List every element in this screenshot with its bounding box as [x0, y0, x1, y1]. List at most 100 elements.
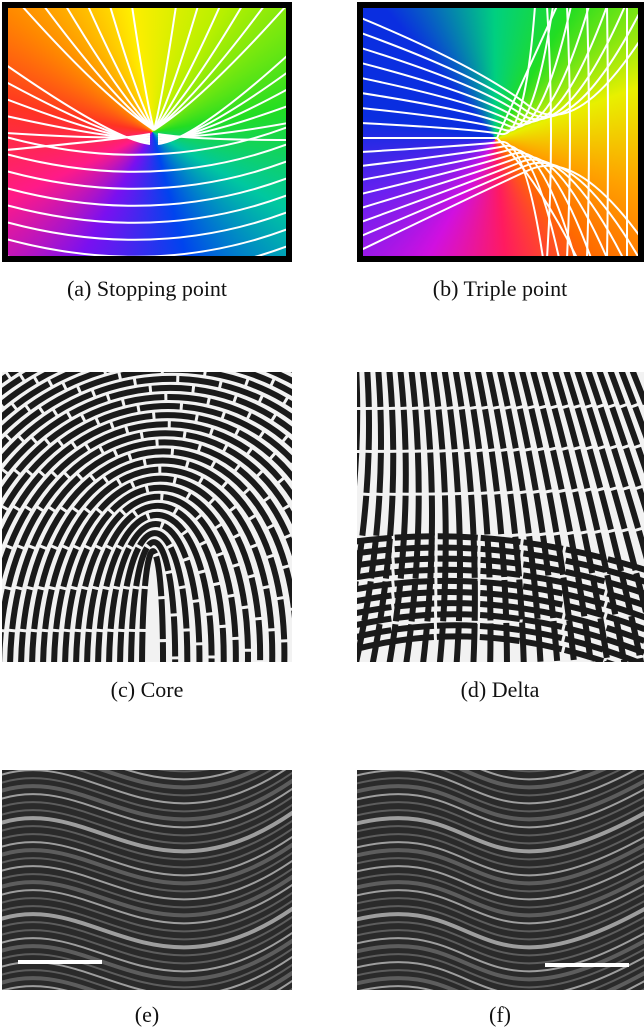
stroke: [357, 868, 644, 909]
stroke: [157, 133, 286, 141]
stroke: [541, 372, 611, 662]
stroke: [357, 372, 372, 593]
stroke: [109, 8, 155, 131]
stroke: [357, 796, 644, 837]
stroke: [363, 8, 608, 123]
stroke: [139, 548, 166, 662]
stroke: [2, 867, 292, 909]
stroke: [2, 899, 292, 941]
stroke: [440, 770, 622, 797]
stroke: [496, 137, 578, 256]
stroke: [357, 533, 644, 573]
stroke: [87, 8, 155, 131]
stroke: [8, 194, 286, 224]
stroke: [8, 65, 151, 145]
stroke: [419, 372, 435, 662]
stroke: [363, 8, 590, 126]
stroke: [8, 228, 286, 256]
streamlines: [363, 8, 638, 256]
stroke: [2, 915, 292, 957]
stroke: [40, 466, 276, 662]
stroke: [44, 8, 155, 131]
stroke: [157, 72, 286, 143]
stroke: [363, 8, 554, 132]
stroke: [2, 970, 292, 990]
stroke: [153, 8, 264, 131]
stroke: [117, 530, 191, 662]
stroke: [8, 115, 151, 140]
stroke: [430, 372, 449, 662]
stroke: [62, 484, 251, 662]
stroke: [157, 88, 286, 141]
stroke: [357, 577, 644, 621]
stroke: [546, 8, 552, 256]
stroke: [357, 900, 644, 941]
stroke: [359, 980, 644, 990]
stroke: [2, 842, 292, 886]
stroke: [2, 859, 292, 901]
stroke: [2, 412, 292, 546]
stroke: [357, 924, 644, 965]
stroke: [128, 539, 179, 662]
stroke: [2, 403, 292, 520]
stroke: [2, 923, 292, 965]
stroke: [357, 622, 644, 662]
stroke: [8, 143, 286, 173]
stroke: [357, 956, 644, 990]
stroke: [357, 611, 644, 657]
stroke: [124, 770, 239, 781]
stroke: [357, 964, 644, 990]
stroke: [2, 803, 292, 845]
stroke: [363, 161, 638, 256]
stroke: [22, 8, 155, 131]
stroke: [363, 8, 626, 121]
stroke: [463, 372, 494, 662]
stroke: [357, 589, 644, 633]
stroke: [363, 17, 638, 116]
stroke: [2, 778, 292, 822]
microscopy-image: [357, 770, 644, 990]
stroke: [2, 394, 292, 499]
stroke: [357, 892, 644, 933]
stroke: [357, 566, 644, 609]
stopping-point-image: [2, 2, 292, 262]
stroke: [2, 771, 292, 813]
stroke: [357, 770, 638, 805]
caption: (b) Triple point: [432, 276, 568, 301]
stroke: [363, 144, 560, 256]
stroke: [2, 787, 292, 829]
stroke: [357, 948, 644, 989]
ridges: [2, 372, 292, 662]
stroke: [2, 906, 292, 950]
caption: (e): [134, 1002, 160, 1027]
stroke: [486, 372, 527, 662]
stroke: [2, 931, 292, 973]
stroke: [357, 884, 644, 925]
stroke: [403, 372, 422, 662]
stroke: [2, 874, 292, 918]
stroke: [357, 600, 644, 645]
stroke: [73, 493, 239, 662]
stroke: [458, 770, 607, 790]
stroke: [95, 511, 215, 662]
stroke: [153, 8, 177, 131]
stroke: [8, 126, 286, 156]
stroke: [153, 8, 242, 131]
stroke: [66, 8, 155, 131]
stroke: [157, 55, 286, 145]
stroke: [2, 375, 292, 464]
stroke: [74, 770, 273, 797]
stroke: [357, 932, 644, 973]
stroke: [357, 852, 644, 893]
stroke: [8, 98, 151, 141]
stroke: [8, 160, 286, 190]
caption: (a) Stopping point: [66, 276, 228, 301]
stroke: [153, 8, 221, 131]
stroke: [2, 827, 292, 869]
triple-point-image: [357, 2, 644, 262]
stroke: [357, 874, 644, 918]
caption: (f): [489, 1002, 511, 1027]
stroke: [357, 842, 644, 886]
stroke: [29, 457, 288, 662]
stroke: [2, 810, 292, 854]
